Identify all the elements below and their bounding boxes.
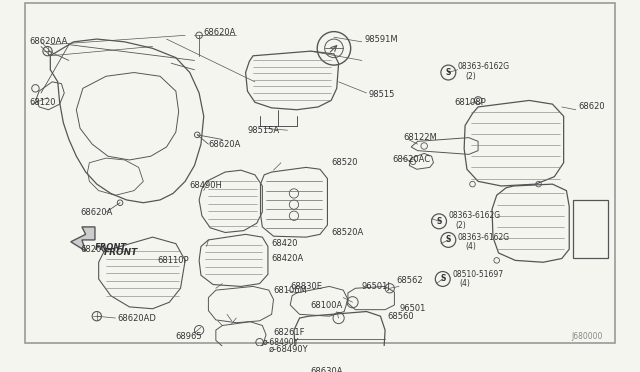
Text: 96501: 96501	[399, 304, 426, 313]
Text: S: S	[440, 275, 445, 283]
Text: 68520: 68520	[331, 158, 358, 167]
Text: (2): (2)	[465, 72, 476, 81]
Text: 68620A: 68620A	[209, 140, 241, 149]
Text: 08363-6162G: 08363-6162G	[449, 211, 500, 220]
Text: 98515A: 98515A	[248, 126, 280, 135]
Text: 68200: 68200	[80, 245, 107, 254]
Text: 08510-51697: 08510-51697	[452, 270, 503, 279]
Text: ø-68490Y: ø-68490Y	[269, 344, 308, 353]
Text: 68562: 68562	[396, 276, 423, 285]
Text: 68630A: 68630A	[310, 368, 343, 372]
Text: 68965: 68965	[176, 332, 202, 341]
Text: 68830E: 68830E	[291, 282, 323, 291]
Text: 68420: 68420	[271, 239, 298, 248]
Text: 08363-6162G: 08363-6162G	[458, 232, 509, 242]
Text: S: S	[445, 68, 451, 77]
Text: 68122M: 68122M	[404, 133, 438, 142]
Polygon shape	[71, 227, 95, 251]
Text: 08363-6162G: 08363-6162G	[458, 62, 509, 71]
Text: 68620A: 68620A	[80, 208, 113, 217]
Text: 98591M: 98591M	[365, 35, 398, 45]
Text: FRONT: FRONT	[104, 248, 138, 257]
Text: 68106M: 68106M	[273, 286, 307, 295]
Text: 68620A: 68620A	[204, 28, 236, 37]
Text: (2): (2)	[456, 221, 467, 230]
Text: 68620AC: 68620AC	[392, 155, 431, 164]
Text: 68620AA: 68620AA	[30, 37, 68, 46]
Text: 68490H: 68490H	[190, 182, 223, 190]
Text: J680000: J680000	[571, 332, 602, 341]
Text: 68108P: 68108P	[455, 98, 486, 107]
Text: 68520A: 68520A	[331, 228, 364, 237]
Text: 68420A: 68420A	[271, 254, 304, 263]
Text: 96501J: 96501J	[362, 282, 391, 291]
Text: S: S	[445, 235, 451, 244]
Text: 68110P: 68110P	[157, 256, 189, 265]
Text: (4): (4)	[465, 242, 476, 251]
Text: 68100A: 68100A	[310, 301, 343, 310]
Text: 68620: 68620	[579, 102, 605, 112]
Text: (4): (4)	[460, 279, 470, 288]
Text: S: S	[436, 217, 442, 226]
Text: 68560: 68560	[387, 312, 413, 321]
Text: FRONT: FRONT	[95, 243, 127, 252]
Text: 68620AD: 68620AD	[117, 314, 156, 323]
Text: 98515: 98515	[369, 90, 395, 99]
Text: 68120: 68120	[30, 98, 56, 107]
Text: ø-68490Y: ø-68490Y	[262, 338, 299, 347]
Text: 68261F: 68261F	[273, 328, 305, 337]
